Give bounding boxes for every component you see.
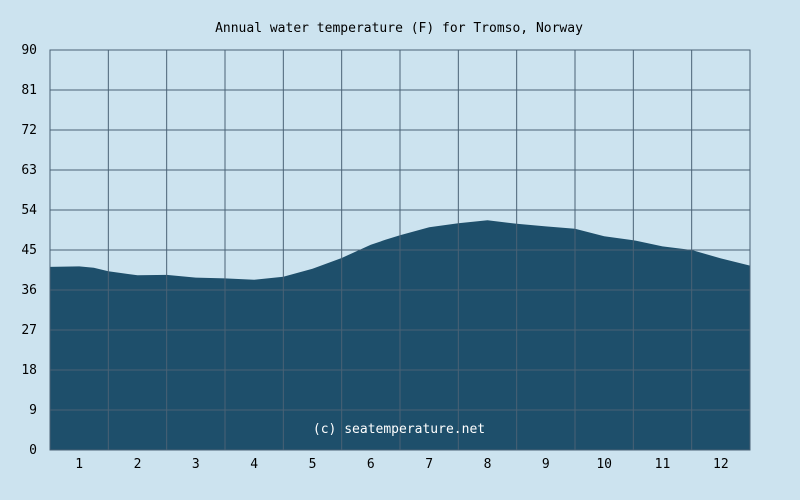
x-tick-label: 7: [425, 457, 433, 472]
x-tick-label: 4: [250, 457, 258, 472]
x-tick-label: 1: [75, 457, 83, 472]
y-tick-label: 90: [21, 43, 37, 58]
y-tick-label: 36: [21, 283, 37, 298]
x-tick-label: 8: [484, 457, 492, 472]
plot-frame: [49, 49, 751, 451]
y-tick-label: 45: [21, 243, 37, 258]
x-tick-label: 3: [192, 457, 200, 472]
y-tick-label: 72: [21, 123, 37, 138]
y-tick-label: 18: [21, 363, 37, 378]
y-tick-label: 0: [29, 443, 37, 458]
y-tick-label: 27: [21, 323, 37, 338]
x-tick-label: 6: [367, 457, 375, 472]
x-tick-label: 10: [596, 457, 612, 472]
y-tick-label: 9: [29, 403, 37, 418]
y-tick-label: 63: [21, 163, 37, 178]
x-tick-label: 5: [309, 457, 317, 472]
watermark: (c) seatemperature.net: [313, 422, 485, 437]
x-tick-label: 12: [713, 457, 729, 472]
x-tick-label: 9: [542, 457, 550, 472]
y-tick-label: 54: [21, 203, 37, 218]
y-tick-label: 81: [21, 83, 37, 98]
x-tick-label: 2: [134, 457, 142, 472]
chart-title: Annual water temperature (F) for Tromso,…: [215, 21, 583, 36]
x-tick-label: 11: [655, 457, 671, 472]
